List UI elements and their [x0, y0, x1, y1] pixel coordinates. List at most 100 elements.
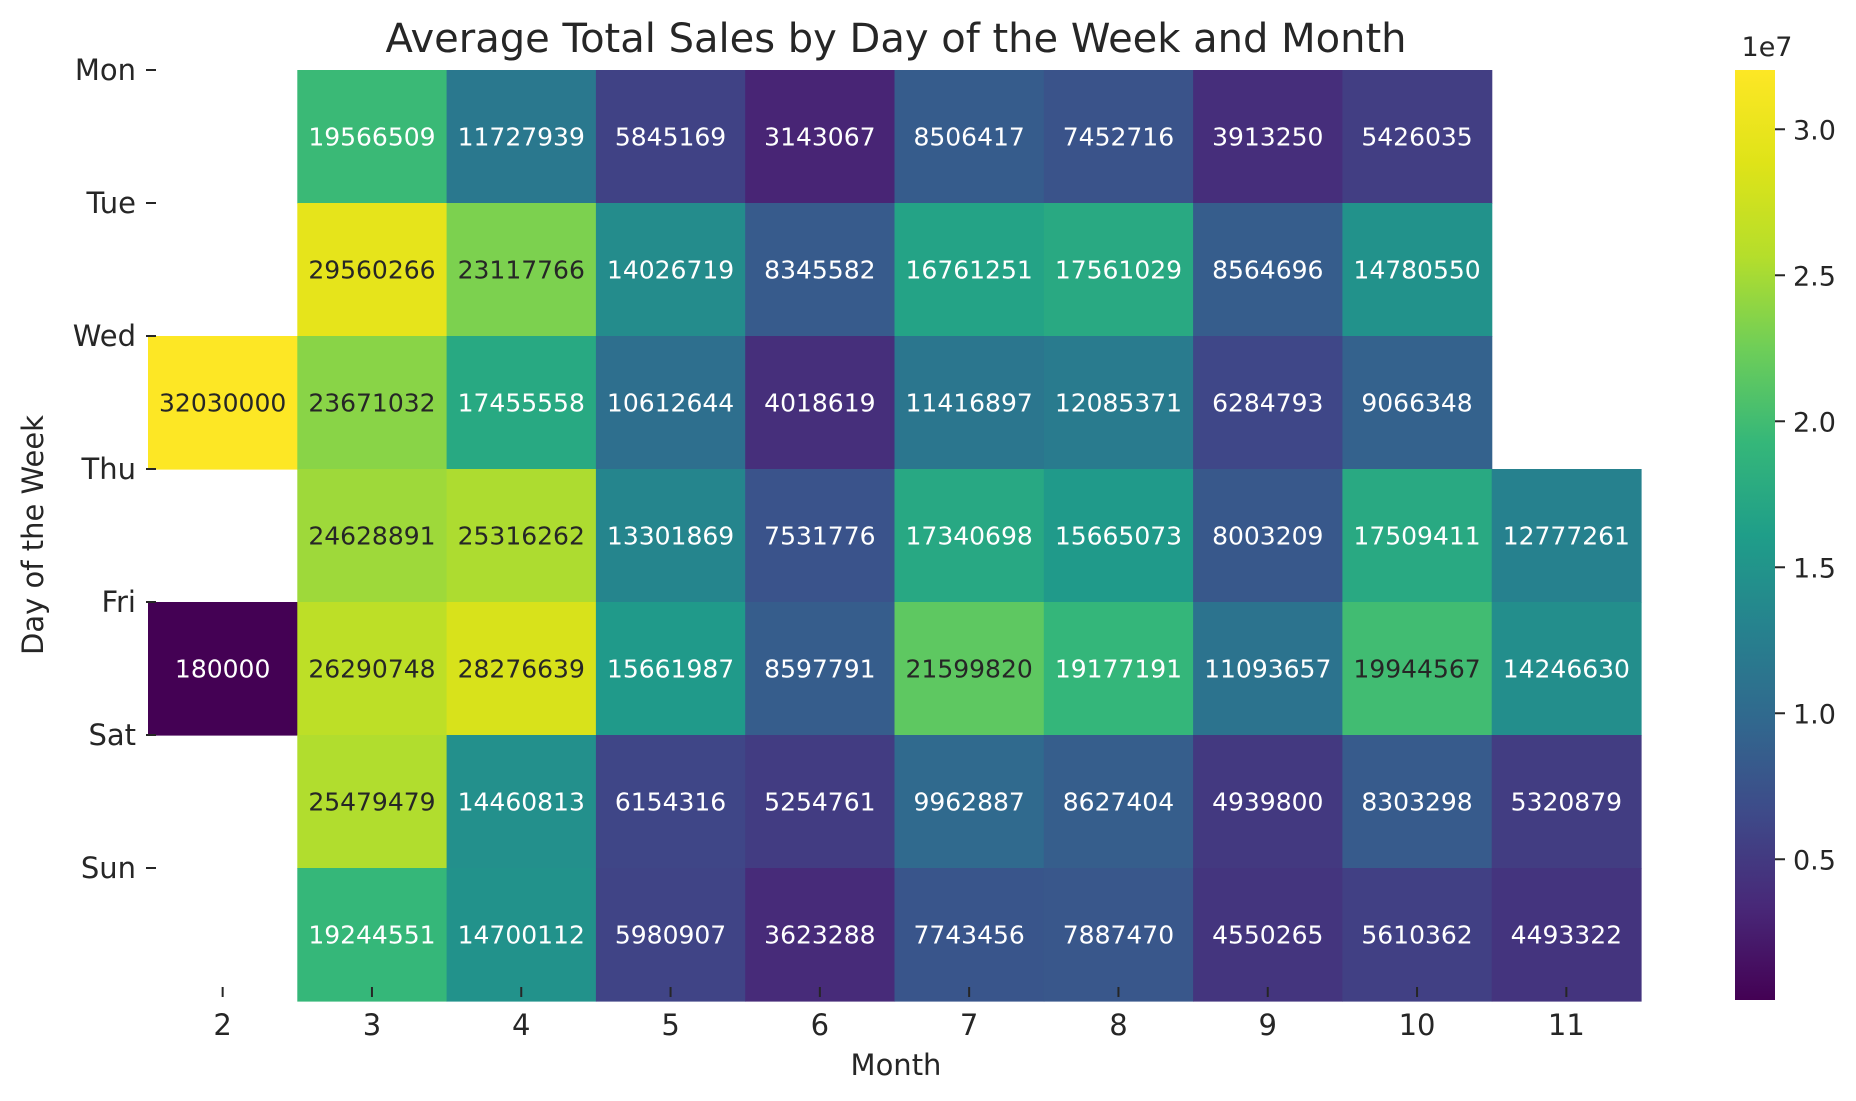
- heatmap-cell-label: 29560266: [308, 256, 435, 285]
- heatmap-cell-mon-8: [1043, 70, 1194, 204]
- heatmap-cell-sat-7: [894, 735, 1045, 869]
- heatmap-cell-fri-5: [595, 602, 746, 736]
- y-tick-label: Fri: [101, 585, 136, 619]
- y-tick-label: Sun: [81, 851, 136, 885]
- y-axis-ticks: Mon Tue Wed Thu Fri Sat Sun: [73, 53, 156, 885]
- x-tick-label: 3: [363, 1008, 381, 1042]
- heatmap-cell-label: 7452716: [1063, 123, 1174, 152]
- heatmap-cell-mon-3: [297, 70, 448, 204]
- heatmap-cell-label: 10612644: [607, 389, 734, 418]
- heatmap-cell-fri-8: [1043, 602, 1194, 736]
- heatmap-cell-label: 4493322: [1511, 921, 1622, 950]
- heatmap-cell-label: 8597791: [764, 655, 875, 684]
- heatmap-cell-label: 180000: [175, 655, 270, 684]
- x-tick-label: 5: [661, 1008, 679, 1042]
- x-tick-label: 6: [811, 1008, 829, 1042]
- heatmap-cell-wed-5: [595, 336, 746, 470]
- heatmap-cell-label: 9066348: [1361, 389, 1472, 418]
- y-tick-label: Tue: [85, 186, 136, 220]
- heatmap-cell-label: 8627404: [1063, 788, 1174, 817]
- heatmap-cell-label: 5254761: [764, 788, 875, 817]
- heatmap-cell-sat-5: [595, 735, 746, 869]
- heatmap-cell-label: 15665073: [1055, 522, 1182, 551]
- heatmap-cell-label: 8303298: [1361, 788, 1472, 817]
- heatmap-cell-label: 23117766: [458, 256, 585, 285]
- heatmap-cell-thu-9: [1193, 469, 1343, 603]
- heatmap-cell-label: 8003209: [1212, 522, 1323, 551]
- heatmap-cell-label: 14700112: [458, 921, 585, 950]
- heatmap-cell-sat-9: [1193, 735, 1343, 869]
- heatmap-cell-mon-6: [745, 70, 896, 204]
- heatmap-cell-sat-3: [297, 735, 448, 869]
- heatmap-cell-tue-4: [446, 203, 597, 337]
- colorbar-tick-label: 3.0: [1793, 115, 1836, 146]
- heatmap-cell-label: 7743456: [913, 921, 1024, 950]
- heatmap-cell-label: 9962887: [913, 788, 1024, 817]
- heatmap-cell-label: 4939800: [1212, 788, 1323, 817]
- x-tick-label: 8: [1109, 1008, 1127, 1042]
- heatmap-cell-label: 7887470: [1063, 921, 1174, 950]
- heatmap-cell-thu-3: [297, 469, 448, 603]
- heatmap-cell-label: 19177191: [1055, 655, 1182, 684]
- heatmap-cell-label: 13301869: [607, 522, 734, 551]
- heatmap-cell-label: 19244551: [308, 921, 435, 950]
- heatmap-cell-label: 17340698: [906, 522, 1033, 551]
- heatmap-cell-wed-4: [446, 336, 597, 470]
- x-tick-label: 7: [960, 1008, 978, 1042]
- heatmap-cell-thu-5: [595, 469, 746, 603]
- heatmap-cell-tue-7: [894, 203, 1045, 337]
- heatmap-cell-label: 11727939: [458, 123, 585, 152]
- heatmap-cell-thu-6: [745, 469, 896, 603]
- heatmap-cell-mon-9: [1193, 70, 1343, 204]
- heatmap-cell-label: 17509411: [1353, 522, 1480, 551]
- heatmap-cell-label: 3143067: [764, 123, 875, 152]
- x-tick-label: 10: [1399, 1008, 1436, 1042]
- heatmap-cell-label: 23671032: [308, 389, 435, 418]
- heatmap-cell-label: 19944567: [1353, 655, 1480, 684]
- y-axis-label: Day of the Week: [16, 415, 50, 655]
- heatmap-cell-fri-10: [1342, 602, 1493, 736]
- heatmap-cell-sat-11: [1491, 735, 1642, 869]
- heatmap-cell-sat-6: [745, 735, 896, 869]
- heatmap-cell-label: 5610362: [1361, 921, 1472, 950]
- heatmap-cell-label: 7531776: [764, 522, 875, 551]
- heatmap-cell-tue-5: [595, 203, 746, 337]
- heatmap-cell-thu-10: [1342, 469, 1493, 603]
- heatmap-cell-label: 11093657: [1204, 655, 1331, 684]
- heatmap-cell-label: 3623288: [764, 921, 875, 950]
- heatmap-cell-sun-11: [1491, 868, 1642, 1002]
- heatmap-cell-mon-7: [894, 70, 1045, 204]
- heatmap-cell-wed-3: [297, 336, 448, 470]
- heatmap-cell-fri-6: [745, 602, 896, 736]
- heatmap-cell-label: 16761251: [906, 256, 1033, 285]
- chart-title: Average Total Sales by Day of the Week a…: [385, 16, 1406, 62]
- y-tick-label: Mon: [75, 53, 136, 87]
- heatmap-cell-sun-7: [894, 868, 1045, 1002]
- heatmap-cell-label: 4550265: [1212, 921, 1323, 950]
- heatmap-cell-label: 14026719: [607, 256, 734, 285]
- heatmap-cell-sun-6: [745, 868, 896, 1002]
- heatmap-cell-tue-3: [297, 203, 448, 337]
- colorbar: [1735, 70, 1775, 1000]
- colorbar-ticks: 0.5 1.0 1.5 2.0 2.5 3.0: [1775, 115, 1836, 876]
- heatmap-cell-label: 4018619: [764, 389, 875, 418]
- heatmap-cell-thu-11: [1491, 469, 1642, 603]
- heatmap-cell-label: 14246630: [1503, 655, 1630, 684]
- heatmap-cell-fri-2: [148, 602, 298, 736]
- x-tick-label: 2: [213, 1008, 231, 1042]
- heatmap-cell-label: 5426035: [1361, 123, 1472, 152]
- heatmap-cell-label: 3913250: [1212, 123, 1323, 152]
- heatmap-cell-thu-8: [1043, 469, 1194, 603]
- heatmap-cell-sun-9: [1193, 868, 1343, 1002]
- heatmap-cell-fri-4: [446, 602, 597, 736]
- heatmap-cell-sat-4: [446, 735, 597, 869]
- colorbar-offset-label: 1e7: [1742, 32, 1793, 63]
- heatmap-cell-mon-5: [595, 70, 746, 204]
- heatmap-cell-wed-10: [1342, 336, 1493, 470]
- heatmap-cell-label: 5980907: [615, 921, 726, 950]
- heatmap-cell-mon-10: [1342, 70, 1493, 204]
- heatmap-cell-tue-9: [1193, 203, 1343, 337]
- heatmap-cells: 19566509 11727939 5845169 3143067 8506417 745…: [148, 70, 1642, 1002]
- heatmap-cell-fri-3: [297, 602, 448, 736]
- heatmap-cell-label: 8564696: [1212, 256, 1323, 285]
